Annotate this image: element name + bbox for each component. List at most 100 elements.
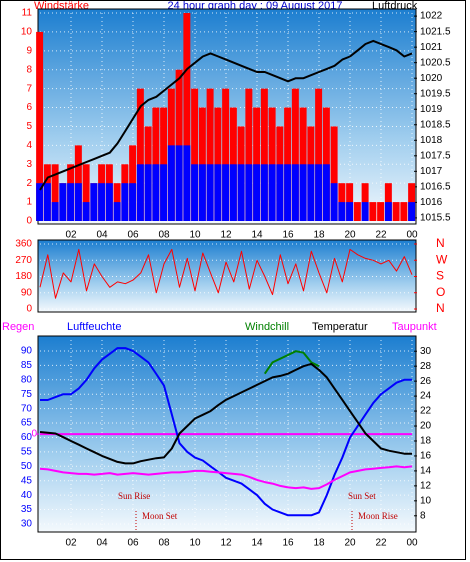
wind-bar [408,202,416,221]
y-tick-label: 1018.5 [420,119,451,130]
x-tick-label: 00 [406,538,418,549]
x-tick-label: 18 [313,538,325,549]
wind-bar [198,164,206,221]
x-tick-label: 00 [406,230,418,241]
y-tick-label: 30 [21,519,33,530]
legend-entry: Taupunkt [392,321,437,333]
annotation: Moon Set [142,511,178,521]
y-tick-label: 12 [420,481,432,492]
wind-bar [253,164,261,221]
wind-bar [105,183,113,221]
y-tick-label: 1 [26,197,32,208]
x-tick-label: 20 [344,538,356,549]
wind-bar [136,88,144,222]
y-tick-label: 11 [22,8,33,19]
wind-bar [384,202,392,221]
wind-bar [82,164,90,221]
y-tick-label: 28 [420,361,432,372]
x-tick-label: 14 [251,230,263,241]
x-tick-label: 20 [344,230,356,241]
y-tick-label: 1022 [420,11,443,22]
y-tick-label: 2 [26,178,32,189]
y-tick-label: 0 [26,304,32,315]
wind-bar [167,145,175,221]
series-line [40,347,412,517]
x-tick-label: 12 [220,538,232,549]
wind-bar [291,88,299,222]
y-tick-label: 40 [21,490,33,501]
y-tick-label: 4 [26,140,32,151]
wind-bar [276,164,284,221]
wind-bar [353,202,361,221]
wind-bar [361,202,369,221]
y-tick-label: 10 [21,27,33,38]
y-tick-label: 80 [21,374,33,385]
x-tick-label: 02 [65,230,77,241]
series-line [39,39,413,191]
y-tick-label: S [436,269,444,283]
y-tick-label: 3 [26,159,32,170]
wind-bar [222,88,230,222]
y-tick-label: 18 [420,436,432,447]
y-tick-label: 85 [21,360,33,371]
wind-bar [160,164,168,221]
x-tick-label: 16 [282,230,294,241]
wind-speed-label: Windstärke [34,0,89,12]
x-tick-label: 04 [96,538,108,549]
x-tick-label: 10 [189,538,201,549]
y-tick-label: N [436,301,445,315]
y-tick-label: 75 [21,389,33,400]
y-tick-label: 50 [21,461,33,472]
y-tick-label: 1016.5 [420,181,451,192]
wind-bar [59,183,67,221]
wind-bar [400,202,408,221]
wind-bar [346,202,354,221]
y-tick-label: 1019 [420,104,443,115]
x-tick-label: 02 [65,538,77,549]
wind-bar [113,202,121,221]
annotation: Moon Rise [358,511,398,521]
legend-entry: Windchill [245,321,289,333]
wind-bar [307,164,315,221]
wind-bar [191,164,199,221]
y-tick-label: 1020 [420,73,443,84]
x-tick-label: 22 [375,538,387,549]
y-tick-label: 20 [420,421,432,432]
annotation: Sun Set [348,491,376,501]
pressure-label: Luftdruck [372,0,418,12]
legend-entry: Luftfeuchte [67,321,121,333]
wind-bar [245,164,253,221]
wind-bar [136,164,144,221]
wind-bar [315,88,323,222]
y-tick-label: 90 [21,287,33,298]
x-tick-label: 22 [375,230,387,241]
wind-bar [260,164,268,221]
x-tick-label: 08 [158,230,170,241]
wind-bar [36,183,44,221]
wind-bar [291,164,299,221]
series-line [39,465,413,490]
wind-bar [260,88,268,222]
wind-bar [175,145,183,221]
y-tick-label: 8 [420,510,426,521]
y-tick-label: 1020.5 [420,57,451,68]
x-tick-label: 08 [158,538,170,549]
y-tick-label: 5 [26,121,32,132]
series-line [39,248,413,299]
annotation: Sun Rise [118,491,150,501]
wind-bar [98,183,106,221]
wind-bar [369,202,377,221]
x-tick-label: 12 [220,230,232,241]
y-tick-label: 8 [26,64,32,75]
y-tick-label: 22 [420,406,432,417]
x-tick-label: 14 [251,538,263,549]
y-tick-label: 45 [21,475,33,486]
y-tick-label: 55 [21,447,33,458]
wind-bar [222,164,230,221]
wind-bar [229,164,237,221]
wind-bar [284,164,292,221]
wind-bar [322,164,330,221]
x-tick-label: 06 [127,230,139,241]
y-tick-label: 1015.5 [420,213,451,224]
y-tick-label: 1017.5 [420,150,451,161]
